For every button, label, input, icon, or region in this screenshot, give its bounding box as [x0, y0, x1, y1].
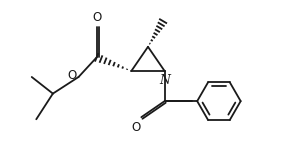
Text: O: O — [67, 69, 76, 82]
Text: O: O — [93, 11, 102, 24]
Text: N: N — [160, 74, 171, 87]
Text: O: O — [131, 121, 140, 134]
